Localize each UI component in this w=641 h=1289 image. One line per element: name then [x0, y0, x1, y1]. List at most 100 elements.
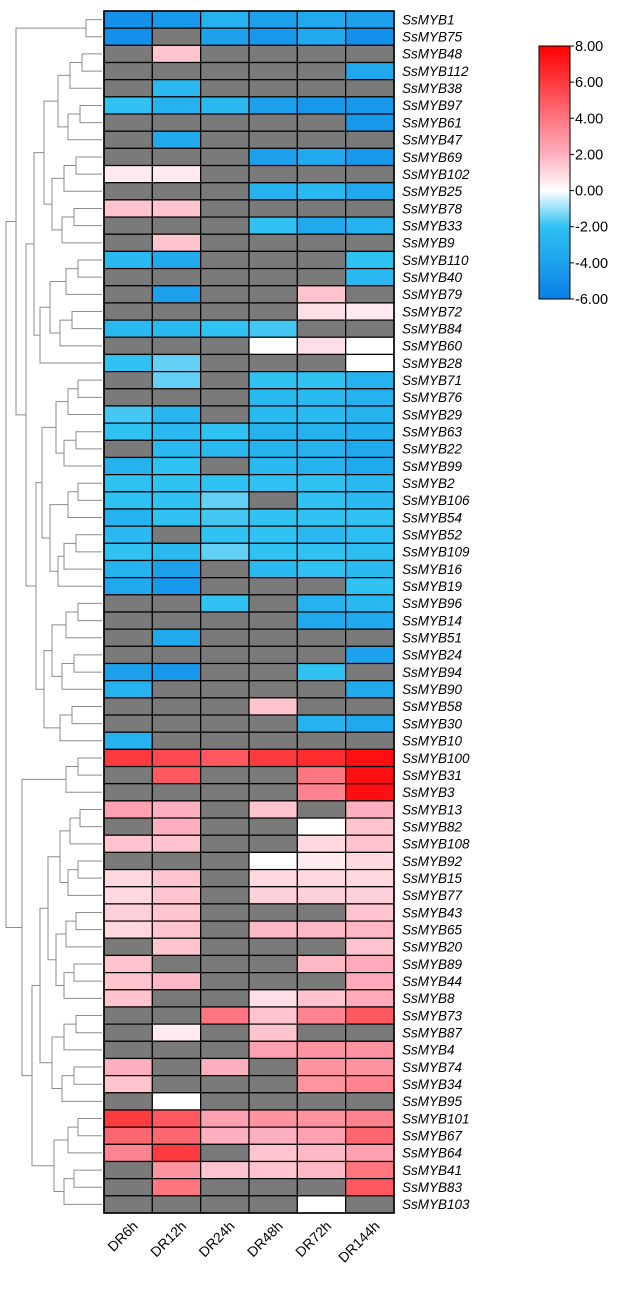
heatmap-cell	[103, 96, 153, 115]
heatmap-cell	[103, 1040, 153, 1060]
heatmap-cell	[200, 353, 250, 373]
heatmap-cell	[200, 662, 250, 682]
heatmap-cell	[296, 456, 347, 476]
heatmap-cell	[151, 113, 202, 132]
heatmap-cell	[200, 697, 250, 716]
dendrogram-branch	[81, 53, 102, 72]
heatmap-cell	[296, 680, 347, 699]
heatmap-cell	[200, 868, 250, 888]
heatmap-cell	[151, 439, 202, 459]
dendrogram-branch	[63, 1178, 102, 1205]
heatmap-cell	[151, 27, 202, 46]
row-label: SsMYB54	[402, 510, 462, 525]
heatmap-cell	[151, 371, 202, 390]
heatmap-cell	[151, 868, 202, 888]
heatmap-cell	[103, 542, 153, 562]
heatmap-cell	[248, 628, 298, 647]
heatmap-cell	[151, 79, 202, 98]
row-label: SsMYB9	[402, 236, 455, 251]
heatmap-cell	[296, 594, 347, 613]
heatmap-cell	[151, 851, 202, 871]
heatmap-cell	[296, 817, 347, 836]
heatmap-cell	[248, 662, 298, 682]
heatmap-cell	[151, 456, 202, 476]
heatmap-cell	[200, 783, 250, 802]
heatmap-cell	[103, 714, 153, 733]
heatmap-cell	[296, 61, 347, 81]
heatmap-cell	[296, 267, 347, 287]
column-label: DR12h	[147, 1218, 189, 1260]
heatmap-cell	[296, 1075, 347, 1094]
heatmap-cell	[296, 1040, 347, 1060]
heatmap-cell	[200, 731, 250, 750]
heatmap-cell	[248, 182, 298, 201]
heatmap-cell	[200, 491, 250, 510]
heatmap-cell	[248, 868, 298, 888]
row-label: SsMYB99	[402, 459, 463, 474]
heatmap-cell	[345, 1126, 395, 1145]
heatmap-cell	[296, 439, 347, 459]
heatmap-cell	[103, 783, 153, 802]
dendrogram-branch	[77, 757, 102, 776]
heatmap-cell	[248, 937, 298, 957]
row-label: SsMYB38	[402, 81, 463, 96]
heatmap-cell	[296, 147, 347, 167]
heatmap-cell	[151, 920, 202, 939]
heatmap-cell	[151, 594, 202, 613]
heatmap-cell	[248, 491, 298, 510]
dendrogram-branch	[71, 705, 102, 725]
heatmap-cell	[103, 405, 153, 424]
heatmap-cell	[296, 868, 347, 888]
row-label: SsMYB103	[402, 1197, 470, 1212]
heatmap-cell	[151, 250, 202, 270]
heatmap-cell	[296, 319, 347, 338]
heatmap-cell	[103, 1057, 153, 1077]
heatmap-cell	[248, 113, 298, 132]
heatmap-cell	[200, 10, 250, 29]
heatmap-cell	[151, 61, 202, 81]
dendrogram-branch	[75, 156, 102, 175]
heatmap-cell	[200, 937, 250, 957]
heatmap-cell	[151, 10, 202, 29]
heatmap-cell	[345, 680, 395, 699]
heatmap-cell	[345, 1160, 395, 1180]
dendrogram-branch	[31, 984, 54, 1167]
heatmap-cell	[151, 267, 202, 287]
heatmap-cell	[151, 559, 202, 579]
dendrogram-branch	[67, 113, 102, 141]
heatmap-cell	[151, 611, 202, 630]
heatmap-cell	[248, 714, 298, 733]
heatmap-cell	[345, 1023, 395, 1042]
heatmap-cell	[151, 405, 202, 424]
heatmap-cell	[296, 508, 347, 527]
heatmap-cell	[248, 405, 298, 424]
heatmap-cell	[151, 645, 202, 665]
heatmap-cell	[103, 233, 153, 253]
heatmap-cell	[296, 44, 347, 64]
heatmap-cell	[151, 731, 202, 750]
heatmap-cell	[103, 79, 153, 98]
heatmap-cell	[345, 199, 395, 218]
heatmap-cell	[103, 1160, 153, 1180]
heatmap-cell	[248, 559, 298, 579]
row-label: SsMYB30	[402, 716, 463, 731]
heatmap-cell	[248, 44, 298, 64]
heatmap-cell	[296, 800, 347, 819]
heatmap-cell	[151, 1178, 202, 1197]
heatmap-cell	[345, 113, 395, 132]
heatmap-cell	[200, 508, 250, 527]
dendrogram-branch	[85, 19, 102, 38]
dendrogram-branch	[71, 311, 102, 330]
heatmap-cell	[200, 61, 250, 81]
row-label: SsMYB65	[402, 922, 463, 937]
row-labels: SsMYB1 SsMYB75 SsMYB48 SsMYB112 SsMYB38 SsMYB…	[402, 12, 470, 1212]
colorbar-tick-label: 0.00	[575, 184, 603, 200]
heatmap-cell	[296, 954, 347, 974]
heatmap-cell	[103, 800, 153, 819]
heatmap-cell	[151, 353, 202, 373]
heatmap-cell	[248, 1178, 298, 1197]
heatmap-cell	[345, 508, 395, 527]
heatmap-cell	[248, 697, 298, 716]
heatmap-cell	[345, 851, 395, 871]
heatmap-cell	[248, 130, 298, 149]
